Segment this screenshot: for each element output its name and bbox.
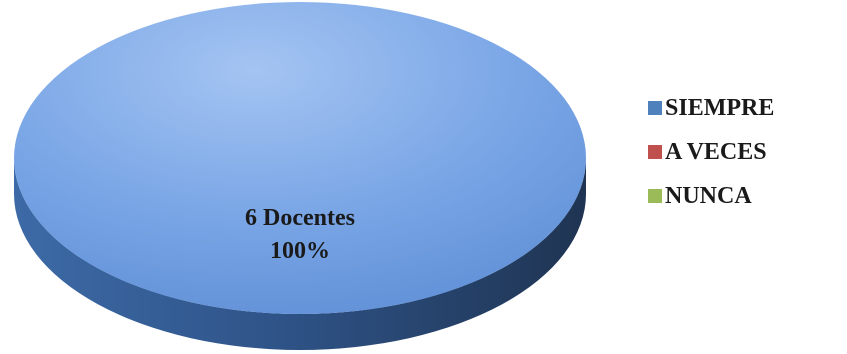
- legend-item-siempre: SIEMPRE: [648, 86, 774, 130]
- legend-swatch-nunca: [648, 189, 662, 203]
- pie-slice-side-siempre: [14, 158, 586, 350]
- legend-swatch-siempre: [648, 101, 662, 115]
- data-label-count: 6 Docentes: [245, 205, 355, 231]
- legend-item-nunca: NUNCA: [648, 174, 774, 218]
- data-label-percent: 100%: [270, 238, 330, 264]
- legend-item-a-veces: A VECES: [648, 130, 774, 174]
- legend-label-siempre: SIEMPRE: [665, 94, 775, 121]
- legend-label-a-veces: A VECES: [665, 138, 767, 165]
- legend-swatch-a-veces: [648, 145, 662, 159]
- legend: SIEMPRE A VECES NUNCA: [648, 86, 774, 218]
- legend-label-nunca: NUNCA: [665, 182, 752, 209]
- pie-slice-siempre: [14, 2, 586, 314]
- data-label-siempre: 6 Docentes 100%: [245, 205, 355, 264]
